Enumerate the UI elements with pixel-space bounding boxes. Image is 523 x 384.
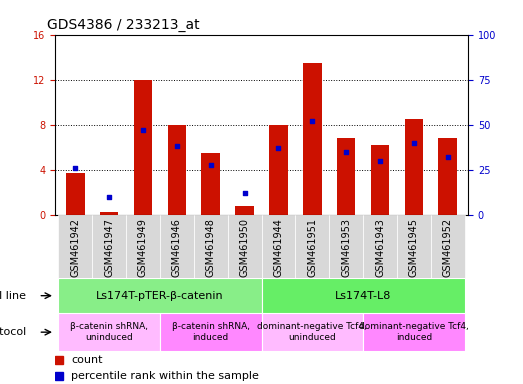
Bar <box>160 215 194 278</box>
Bar <box>228 215 262 278</box>
Point <box>444 154 452 161</box>
Bar <box>438 138 457 215</box>
Text: Ls174T-L8: Ls174T-L8 <box>335 291 391 301</box>
Text: β-catenin shRNA,
uninduced: β-catenin shRNA, uninduced <box>70 323 148 342</box>
Bar <box>337 138 356 215</box>
Point <box>71 165 79 171</box>
Bar <box>363 313 465 351</box>
Bar <box>160 313 262 351</box>
Text: GSM461949: GSM461949 <box>138 218 148 277</box>
Point <box>241 190 249 197</box>
Point <box>274 145 282 151</box>
Text: dominant-negative Tcf4,
uninduced: dominant-negative Tcf4, uninduced <box>257 323 367 342</box>
Bar <box>371 145 389 215</box>
Text: cell line: cell line <box>0 291 26 301</box>
Bar <box>262 278 465 313</box>
Text: dominant-negative Tcf4,
induced: dominant-negative Tcf4, induced <box>359 323 469 342</box>
Bar <box>126 215 160 278</box>
Text: GSM461942: GSM461942 <box>70 218 80 277</box>
Point <box>173 143 181 149</box>
Point <box>139 127 147 133</box>
Point <box>308 118 316 124</box>
Point <box>207 161 215 167</box>
Bar <box>58 215 92 278</box>
Text: protocol: protocol <box>0 327 26 337</box>
Text: GSM461952: GSM461952 <box>443 218 453 277</box>
Bar <box>269 125 288 215</box>
Bar <box>363 215 397 278</box>
Bar <box>201 153 220 215</box>
Text: GSM461948: GSM461948 <box>206 218 215 277</box>
Point <box>105 194 113 200</box>
Bar <box>329 215 363 278</box>
Text: GSM461945: GSM461945 <box>409 218 419 277</box>
Text: GSM461950: GSM461950 <box>240 218 249 277</box>
Bar <box>194 215 228 278</box>
Text: GSM461951: GSM461951 <box>308 218 317 277</box>
Point <box>410 140 418 146</box>
Bar <box>100 212 118 215</box>
Text: GSM461946: GSM461946 <box>172 218 182 277</box>
Text: count: count <box>72 354 103 364</box>
Text: β-catenin shRNA,
induced: β-catenin shRNA, induced <box>172 323 249 342</box>
Bar <box>262 313 363 351</box>
Bar <box>431 215 465 278</box>
Bar <box>235 206 254 215</box>
Bar <box>397 215 431 278</box>
Bar <box>92 215 126 278</box>
Text: GDS4386 / 233213_at: GDS4386 / 233213_at <box>47 18 199 32</box>
Bar <box>167 125 186 215</box>
Bar <box>295 215 329 278</box>
Text: Ls174T-pTER-β-catenin: Ls174T-pTER-β-catenin <box>96 291 224 301</box>
Bar <box>303 63 322 215</box>
Text: percentile rank within the sample: percentile rank within the sample <box>72 371 259 381</box>
Point <box>342 149 350 155</box>
Text: GSM461953: GSM461953 <box>341 218 351 277</box>
Bar <box>66 173 85 215</box>
Bar <box>58 278 262 313</box>
Text: GSM461947: GSM461947 <box>104 218 114 277</box>
Bar <box>134 80 152 215</box>
Bar <box>405 119 423 215</box>
Bar <box>262 215 295 278</box>
Point <box>376 158 384 164</box>
Bar <box>58 313 160 351</box>
Text: GSM461943: GSM461943 <box>375 218 385 277</box>
Text: GSM461944: GSM461944 <box>274 218 283 277</box>
